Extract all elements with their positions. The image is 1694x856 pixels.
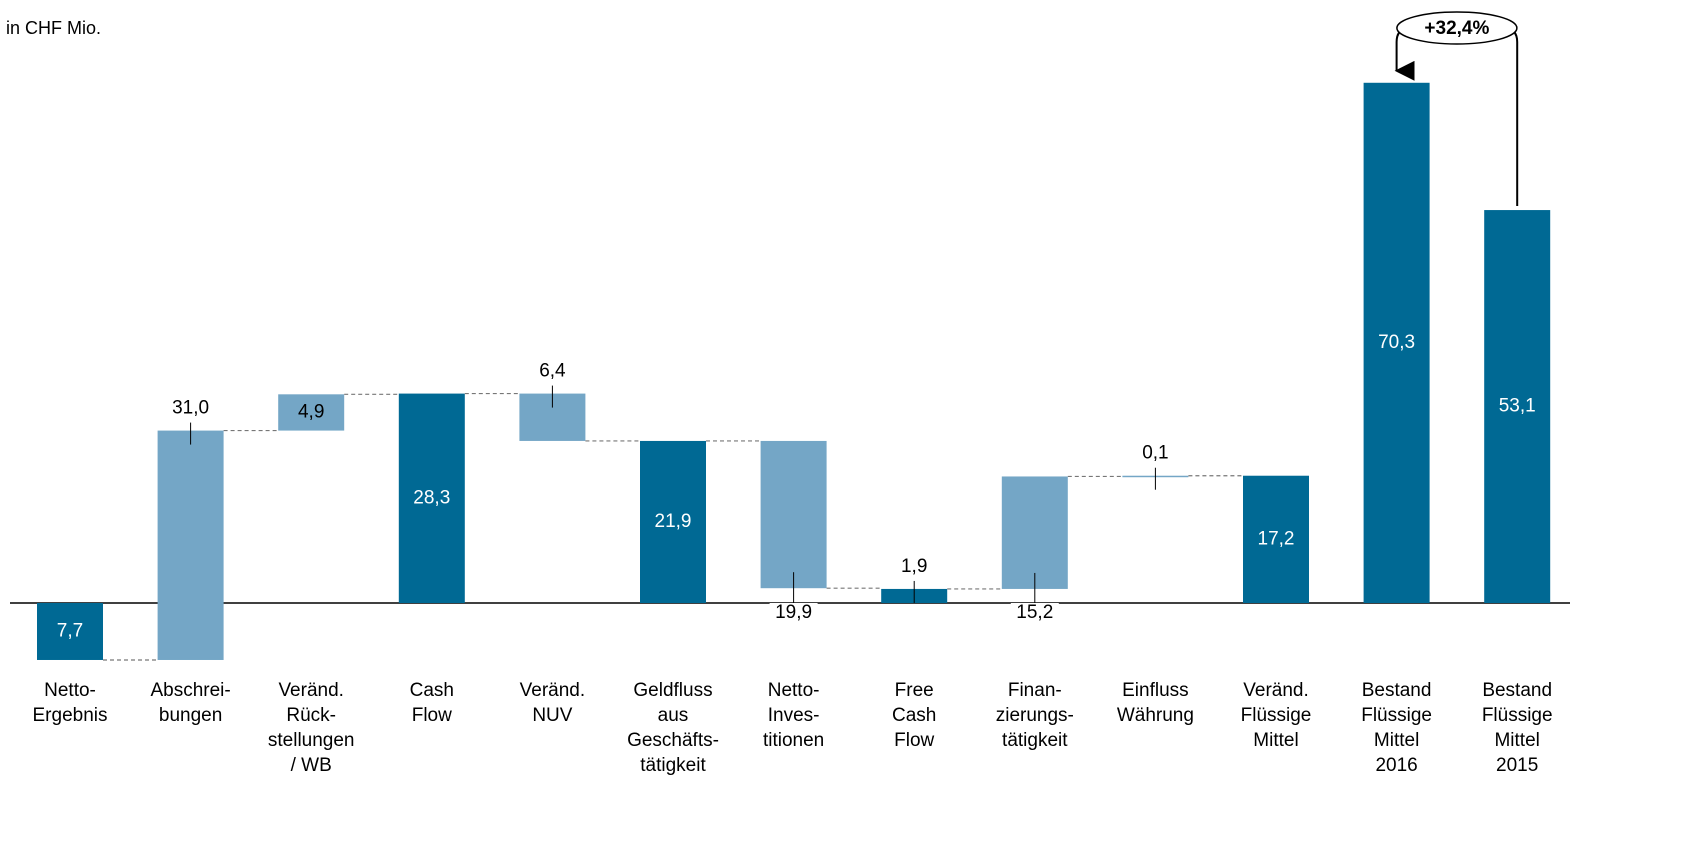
bar <box>1243 475 1309 603</box>
bar <box>760 440 827 589</box>
subtitle: in CHF Mio. <box>6 18 102 38</box>
bar <box>1363 82 1430 603</box>
value-label: 28,3 <box>413 487 450 508</box>
bar <box>640 440 706 603</box>
bar <box>278 394 345 431</box>
bar <box>1001 476 1068 589</box>
category-label: Geldfluss aus Geschäfts- tätigkeit <box>627 680 719 776</box>
category-label: Veränd. Rück- stellungen / WB <box>267 680 355 776</box>
category-label: Cash Flow <box>409 680 454 726</box>
bar <box>157 430 224 660</box>
category-label: Netto- Inves- titionen <box>762 680 825 751</box>
annotation: +32,4% <box>1424 18 1489 39</box>
annotation-oval <box>1396 11 1518 45</box>
category-label: Abschrei- bungen <box>150 680 231 726</box>
value-label: 4,9 <box>298 401 324 422</box>
value-label: 7,7 <box>57 621 83 642</box>
value-label: 53,1 <box>1499 396 1536 417</box>
value-label: 21,9 <box>655 511 692 532</box>
category-label: Finan- zierungs- tätigkeit <box>995 680 1074 751</box>
value-label: 15,2 <box>1016 602 1053 623</box>
category-label: Veränd. Flüssige Mittel <box>1240 680 1312 751</box>
value-label: 70,3 <box>1378 332 1415 353</box>
category-label: Netto- Ergebnis <box>32 680 108 726</box>
value-label: 17,2 <box>1258 528 1295 549</box>
category-label: Veränd. NUV <box>519 680 586 726</box>
value-label: 0,1 <box>1142 443 1168 464</box>
category-label: Free Cash Flow <box>892 680 937 751</box>
bar <box>398 393 465 603</box>
category-label: Bestand Flüssige Mittel 2015 <box>1481 680 1553 776</box>
value-label: 19,9 <box>775 602 812 623</box>
bar <box>1484 210 1551 603</box>
category-label: Bestand Flüssige Mittel 2016 <box>1361 680 1432 776</box>
label-bg <box>769 603 818 623</box>
category-label: Einfluss Währung <box>1116 680 1194 726</box>
value-label: 6,4 <box>539 361 566 382</box>
bar <box>37 603 103 660</box>
label-bg <box>1010 603 1059 623</box>
value-label: 31,0 <box>172 398 209 419</box>
value-label: 1,9 <box>901 556 927 577</box>
